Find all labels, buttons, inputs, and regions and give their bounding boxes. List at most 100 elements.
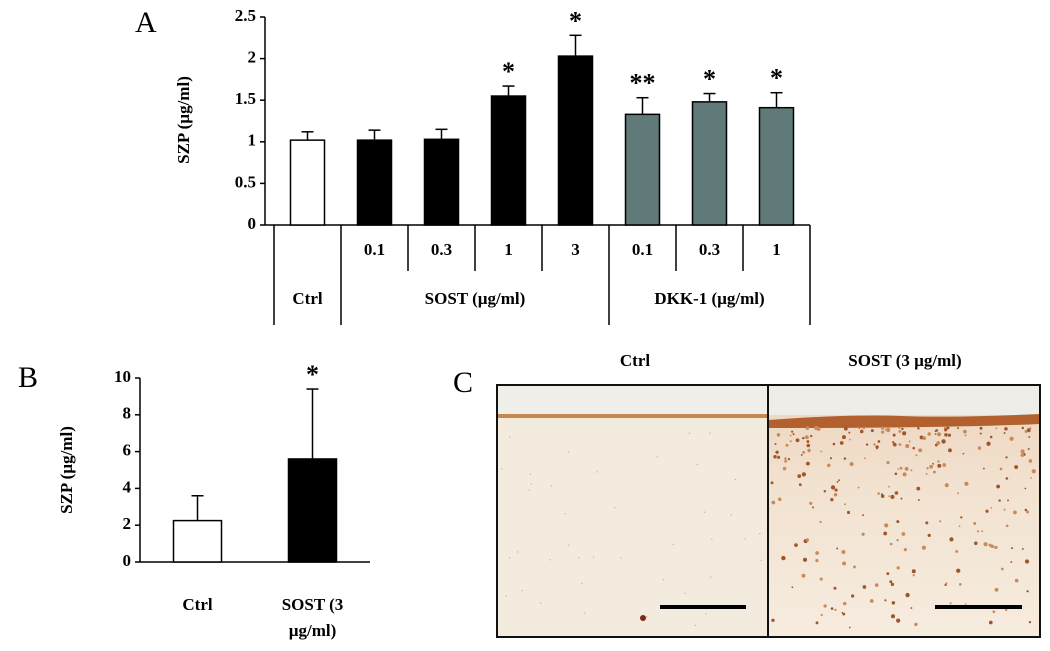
x-tick-label: 0.1 — [632, 240, 653, 259]
stained-cell — [696, 463, 698, 466]
stained-cell — [862, 426, 866, 430]
stained-cell — [797, 474, 802, 479]
stained-cell — [990, 507, 993, 509]
group-label: Ctrl — [292, 289, 322, 308]
stained-cell — [814, 426, 819, 430]
y-tick-label: 0 — [248, 214, 257, 233]
stained-cell — [833, 493, 838, 497]
stained-cell — [904, 466, 909, 471]
stained-cell — [941, 439, 946, 444]
stained-cell — [875, 445, 879, 449]
stained-cell — [791, 430, 794, 433]
stained-cell — [962, 429, 967, 434]
stained-cell — [843, 426, 848, 431]
stained-cell — [944, 483, 949, 488]
stained-cell — [915, 454, 918, 457]
y-tick-label: 2 — [248, 48, 257, 67]
stained-cell — [709, 432, 711, 434]
stained-cell — [986, 441, 991, 446]
stained-cell — [1024, 559, 1030, 564]
stained-cell — [889, 580, 893, 584]
stained-cell — [843, 457, 847, 460]
stained-cell — [1005, 477, 1009, 480]
stained-cell — [1003, 508, 1006, 511]
stained-cell — [848, 431, 851, 434]
bar — [557, 55, 594, 226]
stained-cell — [874, 583, 879, 587]
stained-cell — [806, 440, 810, 443]
stained-cell — [744, 538, 746, 540]
stained-cell — [884, 428, 887, 431]
sost-surface — [768, 385, 1040, 415]
stained-cell — [809, 501, 813, 505]
stained-cell — [916, 486, 921, 491]
stained-cell — [896, 538, 899, 542]
stained-cell — [539, 602, 542, 604]
y-tick-label: 8 — [123, 404, 132, 423]
stained-cell — [858, 427, 861, 430]
stained-cell — [884, 599, 887, 602]
stained-cell — [827, 463, 831, 468]
stained-cell — [584, 612, 586, 614]
stained-cell — [990, 544, 995, 549]
debris — [640, 615, 646, 621]
stained-cell — [830, 498, 834, 502]
stained-cell — [1004, 427, 1008, 431]
significance-mark: ** — [630, 69, 656, 98]
stained-cell — [620, 557, 622, 559]
stained-cell — [905, 592, 910, 598]
stained-cell — [942, 463, 947, 467]
stained-cell — [773, 454, 777, 459]
stained-cell — [528, 489, 531, 491]
y-tick-label: 6 — [123, 441, 132, 460]
stained-cell — [694, 624, 696, 627]
stained-cell — [949, 602, 952, 605]
stained-cell — [985, 509, 989, 513]
stained-cell — [886, 427, 891, 433]
stained-cell — [888, 495, 890, 497]
stained-cell — [805, 426, 810, 430]
stained-cell — [912, 574, 915, 577]
stained-cell — [1026, 590, 1029, 593]
stained-cell — [932, 462, 935, 465]
stained-cell — [530, 483, 533, 485]
stained-cell — [865, 443, 869, 446]
stained-cell — [1024, 487, 1027, 490]
stained-cell — [957, 427, 959, 430]
stained-cell — [998, 499, 1001, 502]
stained-cell — [881, 430, 885, 434]
stained-cell — [914, 622, 918, 627]
stained-cell — [842, 612, 846, 616]
stained-cell — [889, 542, 893, 546]
stained-cell — [842, 561, 847, 566]
stained-cell — [956, 568, 961, 573]
stained-cell — [976, 530, 980, 533]
stained-cell — [900, 497, 903, 500]
stained-cell — [883, 531, 888, 536]
stained-cell — [869, 599, 874, 603]
stained-cell — [839, 441, 844, 445]
stained-cell — [943, 427, 946, 429]
stained-cell — [782, 466, 787, 471]
stained-cell — [1024, 508, 1028, 512]
stained-cell — [891, 601, 896, 605]
stained-cell — [932, 470, 936, 474]
stained-cell — [901, 427, 904, 431]
stained-cell — [894, 472, 898, 476]
stained-cell — [888, 485, 890, 488]
x-tick-label: Ctrl — [182, 595, 213, 614]
stained-cell — [949, 537, 954, 542]
stained-cell — [508, 557, 511, 559]
stained-cell — [843, 503, 846, 506]
stained-cell — [910, 607, 913, 609]
stained-cell — [656, 456, 658, 458]
stained-cell — [1021, 547, 1024, 550]
stained-cell — [820, 613, 823, 617]
stained-cell — [684, 592, 686, 595]
stained-cell — [964, 434, 967, 437]
stained-cell — [890, 614, 896, 619]
stained-cell — [979, 426, 983, 430]
stained-cell — [834, 608, 837, 612]
stained-cell — [798, 483, 802, 487]
